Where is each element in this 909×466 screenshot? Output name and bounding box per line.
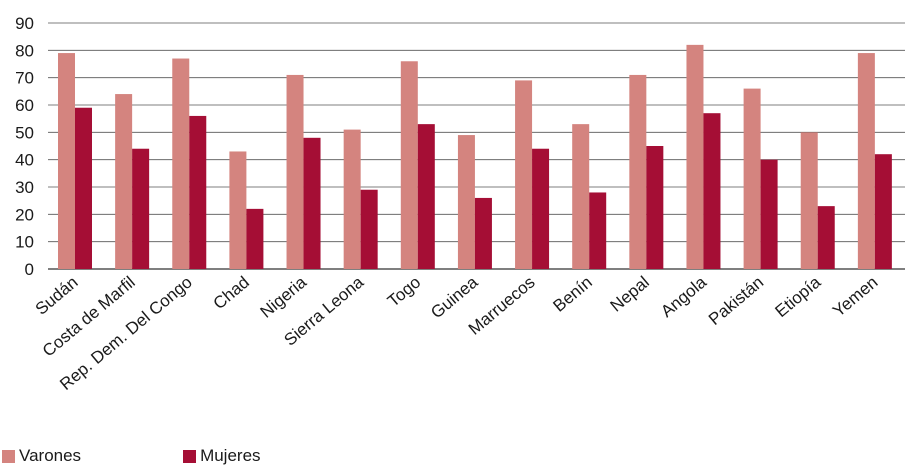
bar-mujeres-benin <box>589 192 607 269</box>
x-tick-label-yemen: Yemen <box>829 273 881 321</box>
y-tick-label-80: 80 <box>15 41 34 60</box>
bar-mujeres-rep-dem-del-congo <box>189 115 207 269</box>
x-tick-label-pakistan: Pakistán <box>705 273 767 329</box>
bar-mujeres-sierra-leona <box>360 189 378 269</box>
bar-mujeres-angola <box>703 113 721 269</box>
bar-mujeres-etiopia <box>817 206 835 269</box>
x-tick-label-guinea: Guinea <box>427 272 482 322</box>
bar-varones-benin <box>572 124 590 269</box>
x-tick-label-sudan: Sudán <box>32 273 82 319</box>
x-tick-label-nepal: Nepal <box>607 273 653 316</box>
x-tick-label-chad: Chad <box>210 273 253 314</box>
legend-item-mujeres: Mujeres <box>183 446 261 466</box>
bar-varones-sudan <box>58 53 75 269</box>
y-tick-label-60: 60 <box>15 96 34 115</box>
x-tick-label-etiopia: Etiopía <box>772 272 825 321</box>
bar-varones-guinea <box>457 135 475 269</box>
y-tick-label-10: 10 <box>15 233 34 252</box>
x-tick-label-benin: Benín <box>550 273 596 316</box>
bar-varones-costa-de-marfil <box>115 94 133 269</box>
bar-mujeres-yemen <box>874 154 892 269</box>
bar-mujeres-nepal <box>646 146 664 269</box>
bar-mujeres-chad <box>246 208 264 269</box>
bar-mujeres-marruecos <box>532 148 550 269</box>
y-axis-ticks: 0 10 20 30 40 50 60 70 80 90 <box>15 14 34 279</box>
bar-varones-rep-dem-del-congo <box>172 58 190 270</box>
legend-item-varones: Varones <box>2 446 81 466</box>
legend: Varones Mujeres <box>2 446 261 466</box>
bar-varones-togo <box>400 61 418 270</box>
bar-mujeres-pakistan <box>760 159 778 269</box>
y-tick-label-50: 50 <box>15 123 34 142</box>
y-tick-label-70: 70 <box>15 69 34 88</box>
bar-varones-chad <box>229 151 247 269</box>
legend-swatch-varones <box>2 449 15 463</box>
y-tick-label-0: 0 <box>25 260 34 279</box>
bar-varones-etiopia <box>800 132 818 269</box>
x-tick-label-togo: Togo <box>384 273 424 311</box>
y-tick-label-20: 20 <box>15 205 34 224</box>
bar-varones-angola <box>686 44 704 269</box>
y-tick-label-30: 30 <box>15 178 34 197</box>
legend-swatch-mujeres <box>183 449 197 463</box>
bar-varones-marruecos <box>515 80 533 270</box>
y-tick-label-40: 40 <box>15 151 34 170</box>
bar-mujeres-sudan <box>75 107 92 269</box>
legend-label-varones: Varones <box>19 446 82 465</box>
legend-label-mujeres: Mujeres <box>200 446 261 465</box>
x-tick-label-angola: Angola <box>657 272 710 321</box>
bar-mujeres-nigeria <box>303 137 321 269</box>
bar-varones-nepal <box>629 74 647 269</box>
bar-varones-sierra-leona <box>343 129 361 269</box>
y-tick-label-90: 90 <box>15 14 34 33</box>
bars <box>58 44 892 270</box>
bar-mujeres-costa-de-marfil <box>132 148 150 269</box>
bar-mujeres-guinea <box>474 197 492 269</box>
bar-varones-pakistan <box>743 88 761 269</box>
bar-varones-yemen <box>857 53 875 269</box>
x-tick-label-nigeria: Nigeria <box>257 272 311 322</box>
bar-mujeres-togo <box>417 124 435 269</box>
bar-varones-nigeria <box>286 74 304 269</box>
